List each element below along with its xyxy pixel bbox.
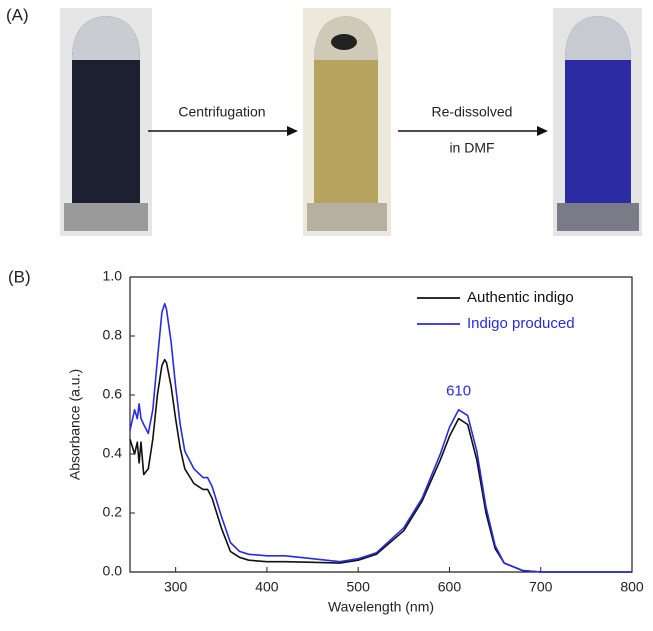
x-tick-label: 300 [164, 579, 188, 595]
x-tick-label: 700 [529, 579, 553, 595]
x-axis-label: Wavelength (nm) [328, 599, 434, 615]
vial-photo [60, 8, 152, 236]
panel-label: (B) [8, 267, 31, 286]
arrow [148, 126, 548, 136]
step-label: Re-dissolved [432, 104, 513, 120]
legend-label: Indigo produced [467, 315, 575, 332]
legend-label: Authentic indigo [467, 289, 574, 306]
x-tick-label: 500 [347, 579, 371, 595]
step-label: in DMF [449, 140, 494, 156]
vial-photo [553, 8, 642, 236]
y-tick-label: 0.8 [103, 327, 123, 343]
annotation: 610 [446, 383, 471, 400]
x-tick-label: 600 [438, 579, 462, 595]
step-label: Centrifugation [178, 104, 265, 120]
y-tick-label: 0.6 [103, 386, 123, 402]
series-line [129, 358, 632, 573]
y-tick-label: 0.2 [103, 504, 123, 520]
y-tick-label: 0.0 [103, 563, 123, 579]
y-tick-label: 0.4 [103, 445, 123, 461]
y-tick-label: 1.0 [103, 268, 123, 284]
vial-photo [303, 8, 391, 236]
panel-label: (A) [6, 5, 29, 24]
x-tick-label: 400 [255, 579, 279, 595]
y-axis-label: Absorbance (a.u.) [67, 369, 83, 480]
x-tick-label: 800 [620, 579, 644, 595]
series-line [129, 302, 632, 573]
